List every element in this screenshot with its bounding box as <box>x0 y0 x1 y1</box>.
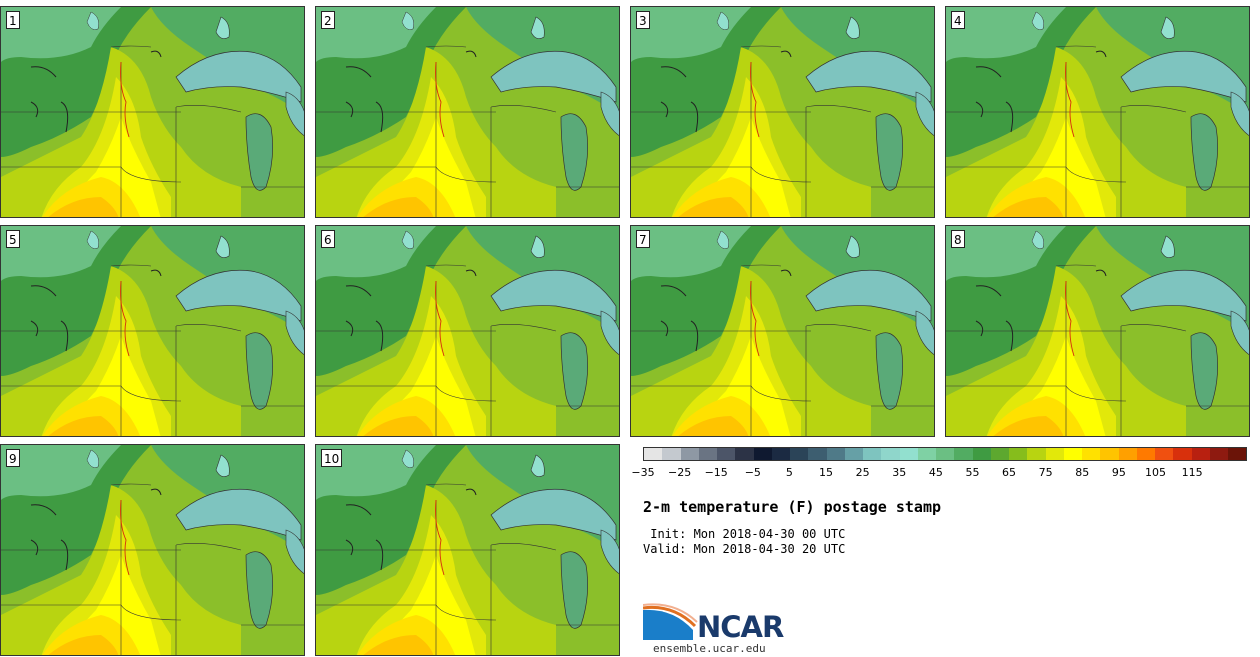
colorbar-tick-label: 5 <box>785 466 793 479</box>
colorbar-tick-labels: −35 −25 −15 −5 5 15 25 35 45 55 65 75 85 95 105 115 <box>631 466 1247 482</box>
temperature-map <box>946 7 1249 217</box>
colorbar-tick-label: 15 <box>819 466 834 479</box>
temperature-colorbar <box>643 447 1247 461</box>
colorbar-bin <box>680 448 699 460</box>
member-number: 4 <box>951 11 965 29</box>
colorbar-bin <box>1100 448 1119 460</box>
colorbar-bin <box>917 448 936 460</box>
member-panel-3: 3 <box>630 6 935 218</box>
temperature-map <box>316 445 619 655</box>
colorbar-tick-label: 105 <box>1144 466 1166 479</box>
colorbar-bin <box>662 448 681 460</box>
colorbar-bin <box>698 448 717 460</box>
colorbar-bin <box>753 448 772 460</box>
colorbar-tick-label: 115 <box>1181 466 1203 479</box>
plot-title: 2-m temperature (F) postage stamp <box>643 498 942 516</box>
temperature-map <box>316 7 619 217</box>
colorbar-bin <box>790 448 809 460</box>
member-panel-9: 9 <box>0 444 305 656</box>
colorbar-bin <box>1009 448 1028 460</box>
colorbar-tick-label: −35 <box>631 466 655 479</box>
colorbar-bin <box>899 448 918 460</box>
colorbar-bin <box>1136 448 1155 460</box>
member-panel-10: 10 <box>315 444 620 656</box>
ncar-logo-text: NCAR <box>697 610 784 644</box>
colorbar-bin <box>1045 448 1064 460</box>
colorbar-bin <box>1118 448 1137 460</box>
member-number: 3 <box>636 11 650 29</box>
temperature-map <box>631 7 934 217</box>
colorbar-tick-label: 65 <box>1002 466 1017 479</box>
temperature-map <box>1 445 304 655</box>
colorbar-bin <box>1082 448 1101 460</box>
temperature-map <box>316 226 619 436</box>
colorbar-bin <box>644 448 663 460</box>
colorbar-bin <box>1191 448 1210 460</box>
colorbar-bin <box>1063 448 1082 460</box>
member-number: 1 <box>6 11 20 29</box>
colorbar-bin <box>1228 448 1247 460</box>
member-panel-2: 2 <box>315 6 620 218</box>
valid-time: Valid: Mon 2018-04-30 20 UTC <box>643 542 846 556</box>
member-number: 2 <box>321 11 335 29</box>
member-panel-7: 7 <box>630 225 935 437</box>
member-number: 9 <box>6 449 20 467</box>
colorbar-tick-label: −25 <box>667 466 692 479</box>
member-number: 7 <box>636 230 650 248</box>
colorbar-bin <box>1209 448 1228 460</box>
colorbar-bin <box>990 448 1009 460</box>
colorbar-bin <box>1173 448 1192 460</box>
colorbar-bin <box>936 448 955 460</box>
member-panel-5: 5 <box>0 225 305 437</box>
colorbar-bin <box>717 448 736 460</box>
colorbar-bin <box>735 448 754 460</box>
colorbar-tick-label: −5 <box>744 466 761 479</box>
member-number: 6 <box>321 230 335 248</box>
colorbar-tick-label: 45 <box>928 466 943 479</box>
ncar-logo-icon <box>643 603 698 640</box>
colorbar-bin <box>771 448 790 460</box>
member-panel-1: 1 <box>0 6 305 218</box>
colorbar-bin <box>863 448 882 460</box>
colorbar-tick-label: 25 <box>855 466 870 479</box>
member-number: 8 <box>951 230 965 248</box>
member-panel-8: 8 <box>945 225 1250 437</box>
colorbar-bin <box>826 448 845 460</box>
temperature-map <box>1 7 304 217</box>
colorbar-bin <box>808 448 827 460</box>
colorbar-bin <box>954 448 973 460</box>
member-number: 5 <box>6 230 20 248</box>
colorbar-bin <box>972 448 991 460</box>
member-panel-6: 6 <box>315 225 620 437</box>
colorbar-bin <box>1027 448 1046 460</box>
colorbar-bin <box>881 448 900 460</box>
init-time: Init: Mon 2018-04-30 00 UTC <box>643 527 846 541</box>
colorbar-tick-label: −15 <box>704 466 728 479</box>
member-number: 10 <box>321 449 343 467</box>
colorbar-tick-label: 95 <box>1111 466 1126 479</box>
colorbar-tick-label: 85 <box>1075 466 1090 479</box>
colorbar-bin <box>844 448 863 460</box>
colorbar-tick-label: 35 <box>892 466 907 479</box>
temperature-map <box>631 226 934 436</box>
colorbar-tick-label: 75 <box>1038 466 1053 479</box>
colorbar-bin <box>1155 448 1174 460</box>
temperature-map <box>1 226 304 436</box>
website-url: ensemble.ucar.edu <box>653 642 766 655</box>
colorbar-tick-label: 55 <box>965 466 980 479</box>
member-panel-4: 4 <box>945 6 1250 218</box>
temperature-map <box>946 226 1249 436</box>
